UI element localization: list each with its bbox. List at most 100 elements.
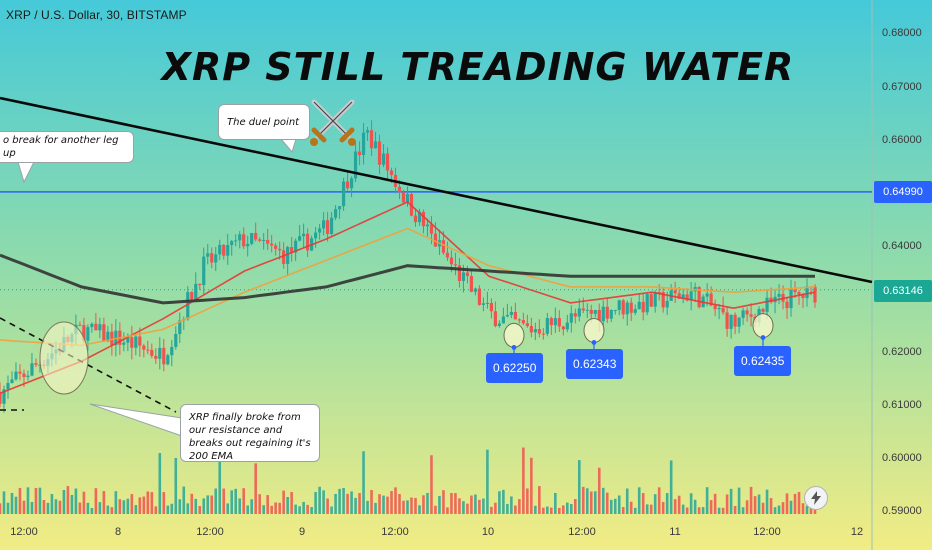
volume-bar [294,504,297,514]
volume-bar [154,506,158,514]
volume-bar [70,494,74,514]
candle-body [573,313,577,317]
volume-bar [805,505,809,514]
candle-body [461,272,466,281]
volume-bar [110,507,114,514]
candle-body [493,311,497,327]
candle-body [401,192,406,203]
candle-body [741,310,745,318]
volume-bar [617,495,621,514]
volume-bar [761,502,765,514]
candle-body [82,325,86,341]
candle-body [469,276,474,292]
volume-bar [102,491,106,514]
candle-body [234,240,238,242]
note-tail [17,161,35,184]
volume-bar [430,455,433,514]
candle-body [593,309,597,314]
volume-bar [150,492,154,514]
volume-bar [178,499,182,514]
volume-bar [757,494,761,514]
candle-body [589,309,593,314]
volume-bar [394,487,397,514]
volume-bar [366,500,369,514]
candle-body [357,151,362,156]
candle-body [198,283,202,286]
candle-body [725,312,729,329]
candle-body [477,288,482,305]
volume-bar [50,494,54,514]
volume-bar [793,493,797,514]
candle-body [18,371,22,374]
note-duel-point[interactable]: The duel point [218,104,310,140]
volume-bar [542,507,545,514]
candle-body [489,302,493,312]
volume-bar [689,493,693,514]
candle-body [238,234,242,241]
volume-bar [26,487,30,514]
volume-bar [713,493,717,514]
candle-body [485,302,490,304]
volume-bar [418,505,421,514]
candle-body [577,308,581,317]
candle-body [254,233,258,240]
candle-body [421,211,426,227]
y-tick: 0.67000 [882,81,922,93]
volume-bar [518,499,521,514]
volume-bar [494,502,497,514]
low-dot [511,344,517,350]
candle-body [801,294,805,299]
candle-body [677,293,681,299]
volume-bar [142,496,146,514]
volume-bar [226,503,230,514]
candle-body [745,310,749,315]
candle-body [417,211,422,223]
volume-bar [218,446,222,514]
candle-body [306,233,310,251]
candle-body [721,308,725,313]
low-label-1: 0.62250 [486,353,544,383]
candle-body [661,292,665,308]
candle-body [178,320,182,334]
volume-bar [745,500,749,514]
candle-body [389,170,394,175]
note-breakout[interactable]: XRP finally broke from our resistance an… [180,404,320,462]
candle-body [397,186,402,193]
candle-body [761,309,765,312]
volume-bar [98,502,102,514]
volume-bar [106,505,110,514]
volume-bar [370,490,373,514]
x-tick: 8 [114,526,122,538]
candle-body [793,289,797,293]
volume-bar [530,457,533,514]
volume-bar [645,504,649,514]
candle-body [226,245,230,256]
volume-bar [322,490,325,514]
lightning-icon[interactable] [804,486,828,510]
candle-body [30,363,34,376]
volume-bar [34,488,38,514]
candle-body [154,355,158,359]
candle-body [349,178,354,189]
volume-bar [797,491,801,514]
volume-bar [466,503,469,514]
candle-body [2,389,6,404]
note-break-leg[interactable]: o break for another leg up [0,131,134,163]
volume-bar [414,497,417,514]
volume-bar [765,489,769,514]
volume-bar [534,505,537,514]
candle-body [361,132,366,156]
candle-body [717,308,721,310]
candle-body [266,240,270,244]
candle-body [333,209,338,218]
volume-bar [6,502,10,514]
volume-bar [38,487,42,514]
candle-body [345,181,350,189]
volume-bar [270,505,273,514]
volume-bar [613,498,617,514]
volume-bar [406,500,409,514]
symbol-title: XRP / U.S. Dollar, 30, BITSTAMP [6,8,187,22]
candle-body [405,193,410,203]
